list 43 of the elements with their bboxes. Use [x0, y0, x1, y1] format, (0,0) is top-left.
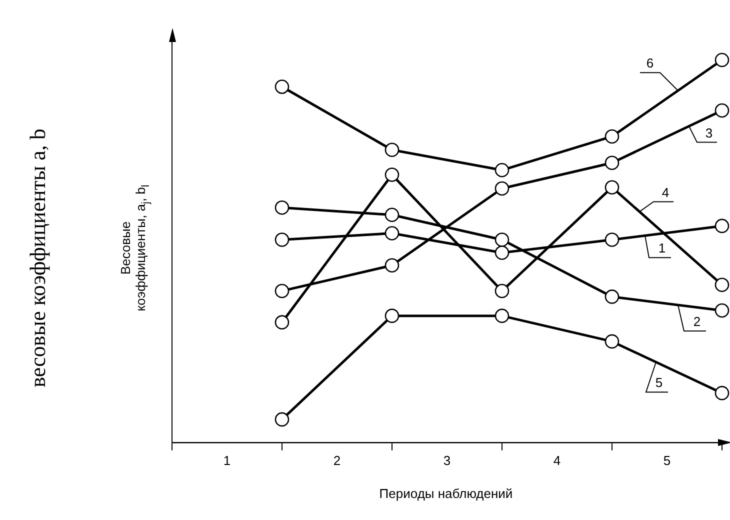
- x-tick-label: 5: [663, 452, 671, 468]
- text: 6: [646, 56, 654, 71]
- point: [604, 129, 620, 144]
- series-label: 5: [655, 375, 663, 390]
- point: [494, 162, 510, 178]
- point: [274, 80, 290, 94]
- point: [714, 303, 730, 318]
- series-label: 3: [705, 125, 713, 140]
- series-label: 2: [693, 314, 701, 330]
- point: [494, 181, 510, 196]
- x-tick-label: 1: [223, 452, 231, 468]
- text: весовые коэффициенты a, b: [25, 128, 51, 388]
- point: [384, 168, 400, 182]
- point: [494, 246, 510, 260]
- point: [384, 226, 400, 240]
- point: [604, 156, 620, 170]
- point: [274, 200, 290, 215]
- x-tick-label: 4: [553, 452, 561, 468]
- point: [714, 278, 730, 292]
- point: [494, 284, 510, 298]
- x-tick-label: 3: [443, 452, 451, 468]
- point: [604, 232, 620, 247]
- point: [714, 52, 730, 68]
- point: [604, 334, 620, 349]
- point: [714, 218, 730, 234]
- point: [604, 180, 620, 194]
- series-label: 4: [662, 184, 670, 200]
- point: [714, 386, 730, 400]
- point: [384, 208, 400, 222]
- point: [384, 142, 400, 158]
- point: [274, 284, 290, 298]
- point: [494, 308, 510, 323]
- point: [274, 412, 290, 427]
- series-label: 1: [658, 240, 666, 256]
- point: [714, 103, 730, 118]
- point: [274, 315, 290, 330]
- x-tick-label: 2: [333, 452, 341, 468]
- point: [274, 232, 290, 247]
- point: [494, 232, 510, 247]
- point: [604, 290, 620, 304]
- point: [384, 308, 400, 323]
- point: [384, 258, 400, 272]
- x-axis-title: Периоды наблюдений: [379, 486, 513, 501]
